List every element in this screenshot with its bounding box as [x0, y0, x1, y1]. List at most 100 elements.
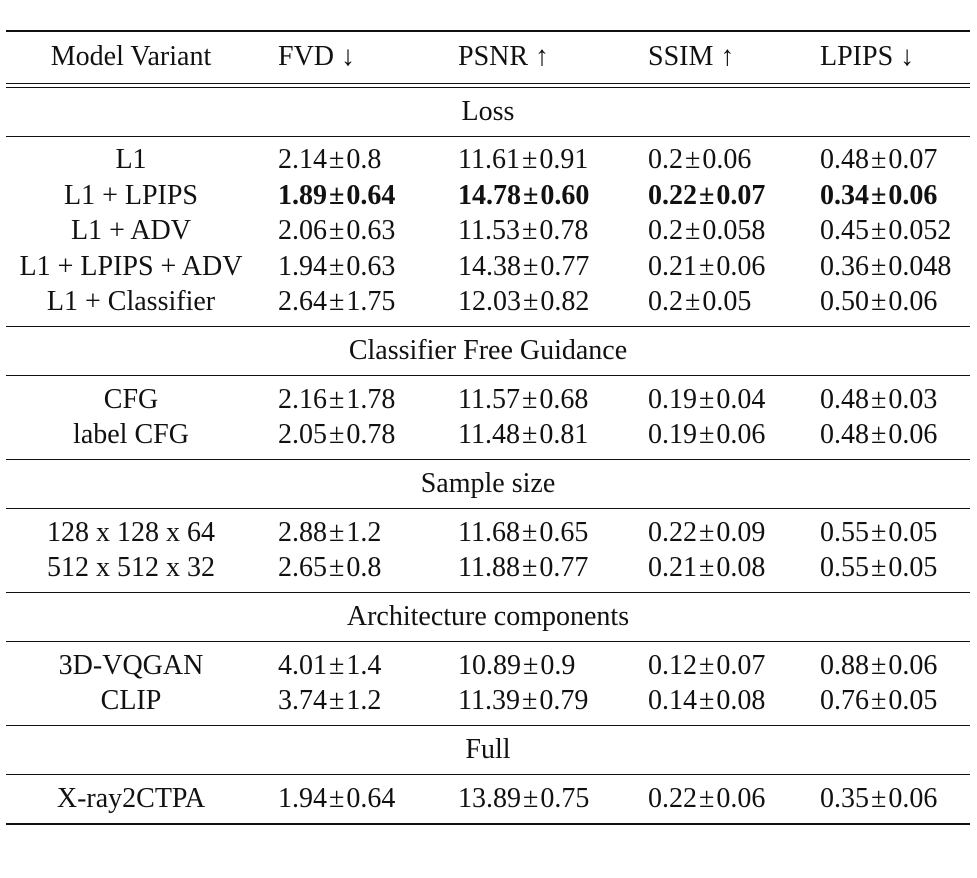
ssim-std: 0.07: [716, 179, 766, 211]
model-variant-cell: 128 x 128 x 64: [47, 516, 215, 548]
plus-minus-symbol: ±: [699, 516, 715, 548]
model-variant-cell: CLIP: [6, 683, 256, 726]
fvd-mean: 2.16: [278, 383, 327, 415]
section-title: Sample size: [6, 459, 970, 509]
plus-minus-symbol: ±: [329, 144, 345, 176]
ssim-mean: 0.2: [648, 286, 683, 318]
ssim-mean: 0.22: [648, 179, 697, 211]
plus-minus-symbol: ±: [329, 250, 345, 282]
plus-minus-symbol: ±: [699, 552, 715, 584]
lpips-cell: 0.55±0.05: [798, 509, 970, 551]
model-variant-cell: L1: [115, 144, 147, 176]
fvd-std: 0.64: [346, 782, 396, 814]
psnr-std: 0.75: [540, 782, 590, 814]
plus-minus-symbol: ±: [329, 782, 345, 814]
lpips-std: 0.05: [888, 516, 938, 548]
section-title: Full: [6, 725, 970, 775]
plus-minus-symbol: ±: [523, 179, 539, 211]
section-header-row: Full: [6, 725, 970, 775]
table-row: label CFG 2.05±0.78 11.48±0.81 0.19±0.06 0.4…: [6, 417, 970, 460]
lpips-mean: 0.48: [820, 419, 869, 451]
plus-minus-symbol: ±: [871, 782, 887, 814]
ssim-std: 0.05: [702, 286, 752, 318]
fvd-mean: 2.06: [278, 215, 327, 247]
ssim-mean: 0.22: [648, 516, 697, 548]
lpips-std: 0.06: [888, 649, 938, 681]
plus-minus-symbol: ±: [871, 649, 887, 681]
ssim-mean: 0.14: [648, 685, 697, 717]
ssim-mean: 0.2: [648, 215, 683, 247]
fvd-cell: 2.06±0.63: [256, 214, 436, 250]
plus-minus-symbol: ±: [699, 383, 715, 415]
lpips-std: 0.05: [888, 685, 938, 717]
header-double-rule: [6, 83, 970, 88]
fvd-std: 0.78: [346, 419, 396, 451]
plus-minus-symbol: ±: [523, 250, 539, 282]
lpips-std: 0.06: [888, 286, 938, 318]
lpips-mean: 0.45: [820, 215, 869, 247]
fvd-cell: 2.16±1.78: [256, 376, 436, 418]
lpips-cell: 0.50±0.06: [798, 284, 970, 327]
table-row: L1 2.14±0.8 11.61±0.91 0.2±0.06 0.48±0.07: [6, 136, 970, 178]
section-header-row: Loss: [6, 87, 970, 137]
lpips-cell: 0.48±0.03: [798, 376, 970, 418]
header-model-variant: Model Variant: [6, 30, 256, 84]
section-title: Loss: [6, 87, 970, 137]
lpips-cell: 0.55±0.05: [798, 550, 970, 593]
header-lpips: LPIPS ↓: [798, 30, 970, 84]
lpips-cell: 0.48±0.07: [798, 136, 970, 178]
psnr-cell: 11.53±0.78: [436, 214, 626, 250]
plus-minus-symbol: ±: [521, 144, 538, 176]
table-row: CFG 2.16±1.78 11.57±0.68 0.19±0.04 0.48±0.03: [6, 376, 970, 418]
ssim-mean: 0.21: [648, 250, 697, 282]
plus-minus-symbol: ±: [699, 250, 715, 282]
fvd-cell: 2.88±1.2: [256, 509, 436, 551]
fvd-cell: 2.14±0.8: [256, 136, 436, 178]
header-fvd: FVD ↓: [256, 30, 436, 84]
fvd-std: 0.8: [346, 144, 382, 176]
lpips-mean: 0.35: [820, 782, 869, 814]
model-variant-cell: L1 + Classifier: [6, 284, 256, 327]
plus-minus-symbol: ±: [699, 649, 715, 681]
ssim-std: 0.08: [716, 685, 766, 717]
psnr-mean: 11.68: [458, 516, 520, 548]
ssim-cell: 0.21±0.08: [626, 550, 798, 593]
fvd-mean: 4.01: [278, 649, 327, 681]
fvd-std: 1.2: [346, 516, 382, 548]
fvd-mean: 2.88: [278, 516, 327, 548]
plus-minus-symbol: ±: [871, 552, 887, 584]
lpips-mean: 0.34: [820, 179, 869, 211]
lpips-cell: 0.35±0.06: [798, 774, 970, 825]
plus-minus-symbol: ±: [329, 286, 345, 318]
ssim-cell: 0.22±0.06: [626, 774, 798, 825]
section-title: Classifier Free Guidance: [6, 326, 970, 376]
ssim-mean: 0.12: [648, 649, 697, 681]
table-row: 512 x 512 x 32 2.65±0.8 11.88±0.77 0.21±0.0…: [6, 550, 970, 593]
lpips-mean: 0.88: [820, 649, 869, 681]
fvd-cell: 2.65±0.8: [256, 550, 436, 593]
fvd-cell: 2.05±0.78: [256, 417, 436, 460]
psnr-cell: 11.61±0.91: [436, 136, 626, 178]
plus-minus-symbol: ±: [329, 552, 345, 584]
plus-minus-symbol: ±: [699, 782, 715, 814]
lpips-std: 0.07: [888, 144, 938, 176]
fvd-mean: 2.65: [278, 552, 327, 584]
psnr-std: 0.65: [539, 516, 589, 548]
plus-minus-symbol: ±: [699, 685, 715, 717]
ssim-mean: 0.21: [648, 552, 697, 584]
psnr-mean: 14.38: [458, 250, 521, 282]
psnr-cell: 11.48±0.81: [436, 417, 626, 460]
table-body: Loss L1 2.14±0.8 11.61±0.91 0.2±0.06 0.48±0.0…: [6, 83, 970, 825]
plus-minus-symbol: ±: [685, 215, 701, 247]
lpips-mean: 0.55: [820, 516, 869, 548]
plus-minus-symbol: ±: [523, 286, 539, 318]
ssim-cell: 0.2±0.058: [626, 214, 798, 250]
lpips-mean: 0.48: [820, 144, 869, 176]
ssim-std: 0.06: [716, 419, 766, 451]
fvd-mean: 1.94: [278, 782, 327, 814]
lpips-std: 0.03: [888, 383, 938, 415]
lpips-cell: 0.48±0.06: [798, 417, 970, 460]
plus-minus-symbol: ±: [871, 250, 887, 282]
results-table-container: Model Variant FVD ↓ PSNR ↑ SSIM ↑ LPIPS …: [6, 30, 970, 825]
lpips-std: 0.048: [888, 250, 952, 282]
